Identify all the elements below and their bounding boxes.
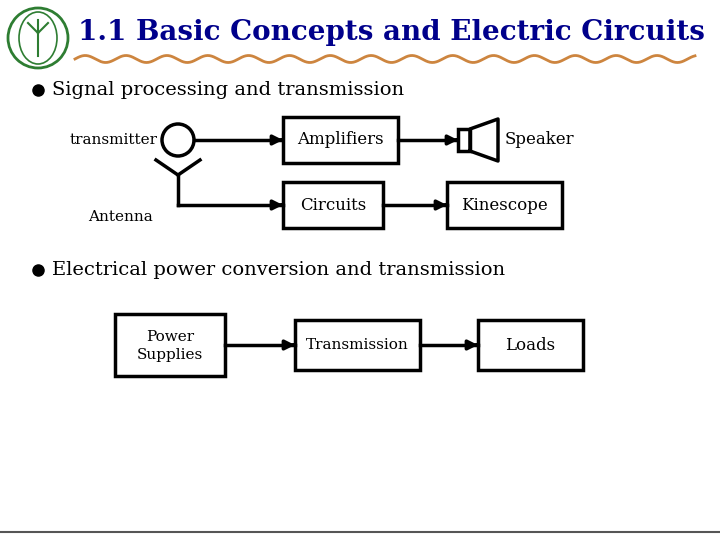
Text: Power: Power [146,330,194,344]
FancyBboxPatch shape [283,182,383,228]
FancyBboxPatch shape [458,129,470,151]
Text: Speaker: Speaker [505,132,575,148]
Text: Antenna: Antenna [89,210,153,224]
Text: Amplifiers: Amplifiers [297,132,384,148]
FancyBboxPatch shape [115,314,225,376]
Text: Kinescope: Kinescope [461,197,548,213]
FancyBboxPatch shape [283,117,398,163]
Text: 1.1 Basic Concepts and Electric Circuits: 1.1 Basic Concepts and Electric Circuits [78,19,705,46]
Text: transmitter: transmitter [70,133,158,147]
Text: Supplies: Supplies [137,348,203,362]
Text: Electrical power conversion and transmission: Electrical power conversion and transmis… [52,261,505,279]
Text: Circuits: Circuits [300,197,366,213]
Text: Loads: Loads [505,336,556,354]
FancyBboxPatch shape [295,320,420,370]
FancyBboxPatch shape [478,320,583,370]
FancyBboxPatch shape [447,182,562,228]
Text: Transmission: Transmission [306,338,409,352]
Text: Signal processing and transmission: Signal processing and transmission [52,81,404,99]
